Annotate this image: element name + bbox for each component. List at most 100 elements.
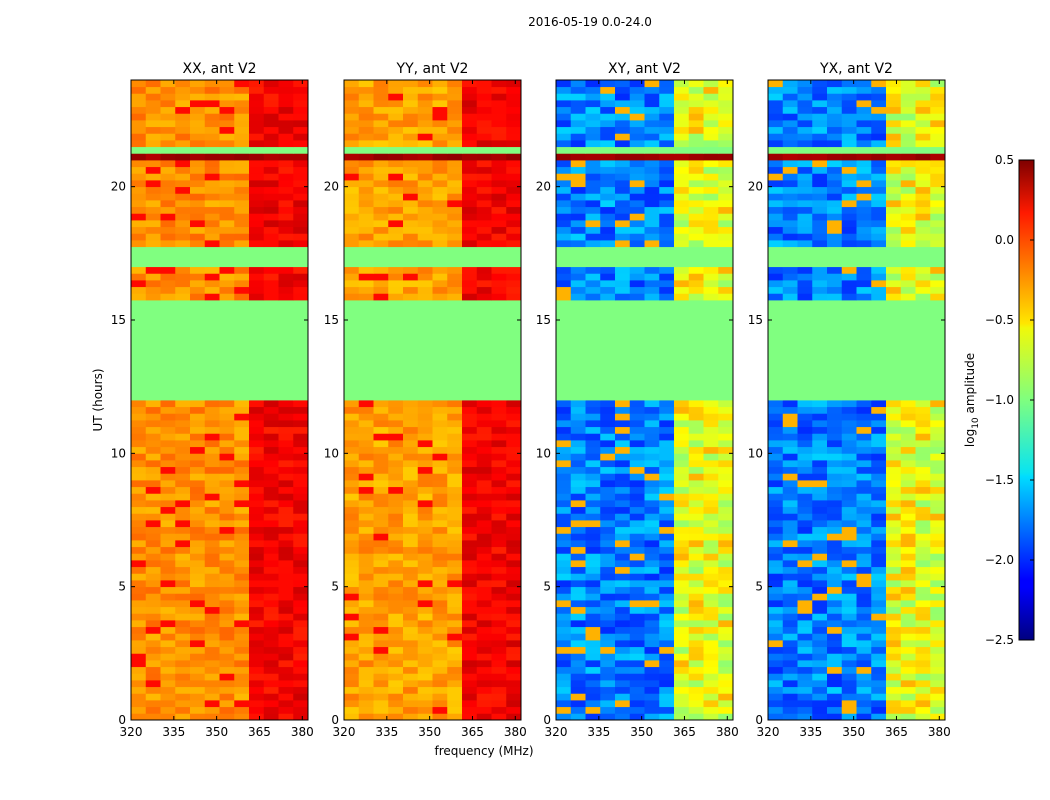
heatmap-cell [703,293,719,301]
heatmap-cell [930,593,946,601]
heatmap-cell [570,526,586,534]
heatmap-cell [915,360,931,368]
heatmap-cell [249,680,265,688]
heatmap-cell [447,560,463,568]
heatmap-cell [344,93,360,101]
heatmap-cell [629,266,645,274]
heatmap-cell [615,613,631,621]
heatmap-cell [447,546,463,554]
heatmap-cell [234,533,250,541]
heatmap-cell [782,600,798,608]
heatmap-cell [629,206,645,214]
heatmap-cell [388,646,404,654]
heatmap-cell [278,346,294,354]
heatmap-cell [659,533,675,541]
heatmap-cell [344,460,360,468]
heatmap-cell [644,293,660,301]
heatmap-cell [615,460,631,468]
heatmap-cell [768,93,784,101]
heatmap-cell [900,426,916,434]
heatmap-cell [293,700,309,708]
heatmap-cell [373,280,389,288]
heatmap-cell [644,466,660,474]
heatmap-cell [812,580,828,588]
heatmap-cell [797,540,813,548]
heatmap-cell [373,433,389,441]
heatmap-cell [930,573,946,581]
heatmap-cell [600,560,616,568]
heatmap-cell [373,400,389,408]
heatmap-cell [219,686,235,694]
heatmap-cell [131,146,147,154]
heatmap-cell [886,140,902,148]
heatmap-cell [145,160,161,168]
heatmap-cell [718,673,734,681]
heatmap-cell [841,513,857,521]
heatmap-cell [190,473,206,481]
heatmap-cell [841,393,857,401]
heatmap-cell [629,460,645,468]
heatmap-cell [930,706,946,714]
heatmap-cell [234,380,250,388]
heatmap-cell [373,193,389,201]
heatmap-cell [930,526,946,534]
heatmap-cell [506,153,522,161]
heatmap-cell [417,360,433,368]
heatmap-cell [812,100,828,108]
heatmap-cell [204,413,220,421]
heatmap-cell [768,100,784,108]
heatmap-cell [871,560,887,568]
heatmap-cell [688,93,704,101]
heatmap-cell [145,113,161,121]
heatmap-cell [234,393,250,401]
heatmap-cell [145,240,161,248]
heatmap-cell [812,666,828,674]
heatmap-cell [175,153,191,161]
heatmap-cell [600,693,616,701]
heatmap-cell [556,626,572,634]
heatmap-cell [491,566,507,574]
heatmap-cell [219,153,235,161]
heatmap-cell [358,160,374,168]
heatmap-cell [263,680,279,688]
x-tick-label: 350 [630,725,653,739]
heatmap-cell [417,640,433,648]
heatmap-cell [841,80,857,88]
heatmap-cell [718,166,734,174]
heatmap-cell [506,686,522,694]
heatmap-cell [293,713,309,721]
heatmap-cell [886,393,902,401]
heatmap-cell [491,620,507,628]
heatmap-cell [160,106,176,114]
heatmap-cell [432,586,448,594]
heatmap-cell [570,440,586,448]
heatmap-cell [263,273,279,281]
heatmap-cell [674,473,690,481]
heatmap-cell [615,360,631,368]
heatmap-cell [841,480,857,488]
heatmap-cell [204,226,220,234]
heatmap-cell [812,386,828,394]
heatmap-cell [131,400,147,408]
heatmap-cell [718,293,734,301]
heatmap-cell [782,86,798,94]
heatmap-cell [615,426,631,434]
heatmap-cell [688,626,704,634]
heatmap-cell [812,166,828,174]
heatmap-cell [219,146,235,154]
heatmap-cell [856,173,872,181]
heatmap-cell [432,360,448,368]
heatmap-cell [768,493,784,501]
heatmap-cell [768,306,784,314]
heatmap-cell [417,346,433,354]
heatmap-cell [175,426,191,434]
heatmap-cell [293,420,309,428]
heatmap-cell [600,166,616,174]
heatmap-cell [615,433,631,441]
heatmap-cell [234,646,250,654]
heatmap-cell [600,646,616,654]
heatmap-cell [417,660,433,668]
heatmap-cell [718,660,734,668]
heatmap-cell [344,553,360,561]
heatmap-cell [856,266,872,274]
